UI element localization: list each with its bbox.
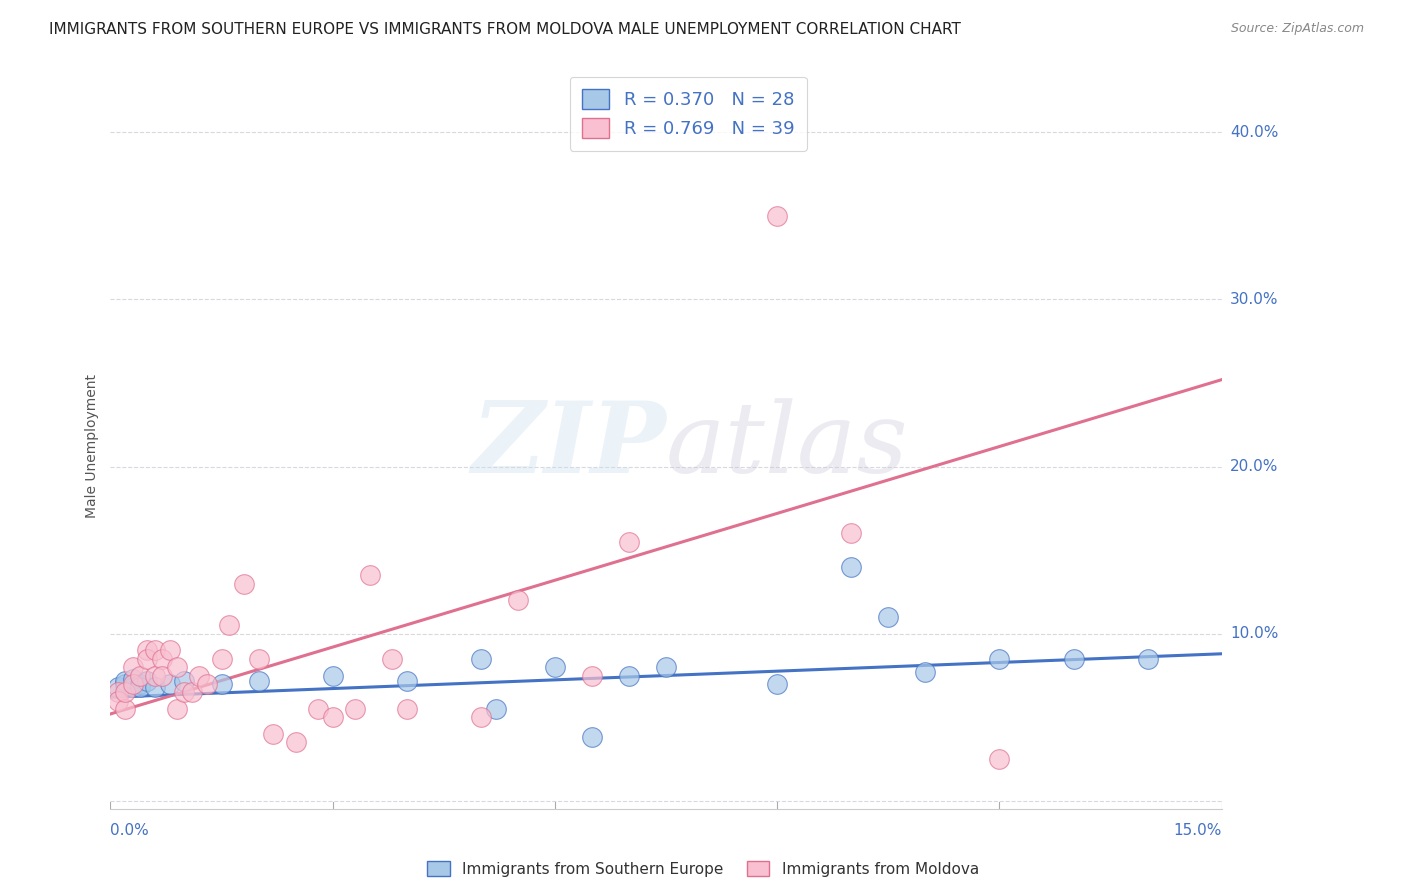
Point xyxy=(322,668,344,682)
Legend: Immigrants from Southern Europe, Immigrants from Moldova: Immigrants from Southern Europe, Immigra… xyxy=(419,853,987,884)
Point xyxy=(166,702,188,716)
Text: 30.0%: 30.0% xyxy=(1230,292,1278,307)
Point xyxy=(218,618,240,632)
Point xyxy=(322,710,344,724)
Point xyxy=(211,677,233,691)
Point xyxy=(485,702,508,716)
Point xyxy=(284,735,307,749)
Point xyxy=(470,652,492,666)
Point xyxy=(129,680,152,694)
Point xyxy=(839,526,862,541)
Point xyxy=(173,685,195,699)
Point xyxy=(247,652,270,666)
Point xyxy=(107,693,129,707)
Point xyxy=(470,710,492,724)
Point xyxy=(1136,652,1159,666)
Point xyxy=(232,576,254,591)
Point xyxy=(114,685,136,699)
Point xyxy=(262,727,284,741)
Legend: R = 0.370   N = 28, R = 0.769   N = 39: R = 0.370 N = 28, R = 0.769 N = 39 xyxy=(569,77,807,151)
Point xyxy=(114,673,136,688)
Point xyxy=(766,209,789,223)
Text: 40.0%: 40.0% xyxy=(1230,125,1278,140)
Point xyxy=(839,560,862,574)
Text: 0.0%: 0.0% xyxy=(111,822,149,838)
Text: ZIP: ZIP xyxy=(471,398,666,494)
Point xyxy=(506,593,529,607)
Point xyxy=(247,673,270,688)
Point xyxy=(129,668,152,682)
Point xyxy=(107,680,129,694)
Point xyxy=(766,677,789,691)
Point xyxy=(166,660,188,674)
Point xyxy=(188,668,211,682)
Point xyxy=(143,643,166,657)
Point xyxy=(136,643,159,657)
Text: atlas: atlas xyxy=(666,398,908,493)
Point xyxy=(173,673,195,688)
Text: IMMIGRANTS FROM SOUTHERN EUROPE VS IMMIGRANTS FROM MOLDOVA MALE UNEMPLOYMENT COR: IMMIGRANTS FROM SOUTHERN EUROPE VS IMMIG… xyxy=(49,22,962,37)
Point xyxy=(381,652,404,666)
Point xyxy=(121,672,143,686)
Point xyxy=(114,677,136,691)
Point xyxy=(395,673,418,688)
Point xyxy=(1063,652,1085,666)
Point xyxy=(581,668,603,682)
Text: 15.0%: 15.0% xyxy=(1174,822,1222,838)
Point xyxy=(150,668,173,682)
Point xyxy=(121,680,143,694)
Point xyxy=(143,680,166,694)
Text: Source: ZipAtlas.com: Source: ZipAtlas.com xyxy=(1230,22,1364,36)
Point xyxy=(914,665,936,680)
Point xyxy=(395,702,418,716)
Text: 10.0%: 10.0% xyxy=(1230,626,1278,641)
Point xyxy=(988,752,1011,766)
Point xyxy=(121,660,143,674)
Point xyxy=(544,660,567,674)
Point xyxy=(988,652,1011,666)
Point xyxy=(195,677,218,691)
Point xyxy=(159,643,181,657)
Point xyxy=(617,534,640,549)
Point xyxy=(617,668,640,682)
Point xyxy=(159,677,181,691)
Point xyxy=(143,668,166,682)
Point xyxy=(211,652,233,666)
Point xyxy=(121,677,143,691)
Point xyxy=(307,702,329,716)
Point xyxy=(114,702,136,716)
Point xyxy=(107,685,129,699)
Point xyxy=(581,731,603,745)
Point xyxy=(136,673,159,688)
Point xyxy=(655,660,678,674)
Point xyxy=(343,702,366,716)
Y-axis label: Male Unemployment: Male Unemployment xyxy=(86,374,100,517)
Point xyxy=(877,610,900,624)
Point xyxy=(136,652,159,666)
Point xyxy=(150,652,173,666)
Point xyxy=(180,685,202,699)
Point xyxy=(359,568,381,582)
Point xyxy=(129,677,152,691)
Text: 20.0%: 20.0% xyxy=(1230,459,1278,474)
